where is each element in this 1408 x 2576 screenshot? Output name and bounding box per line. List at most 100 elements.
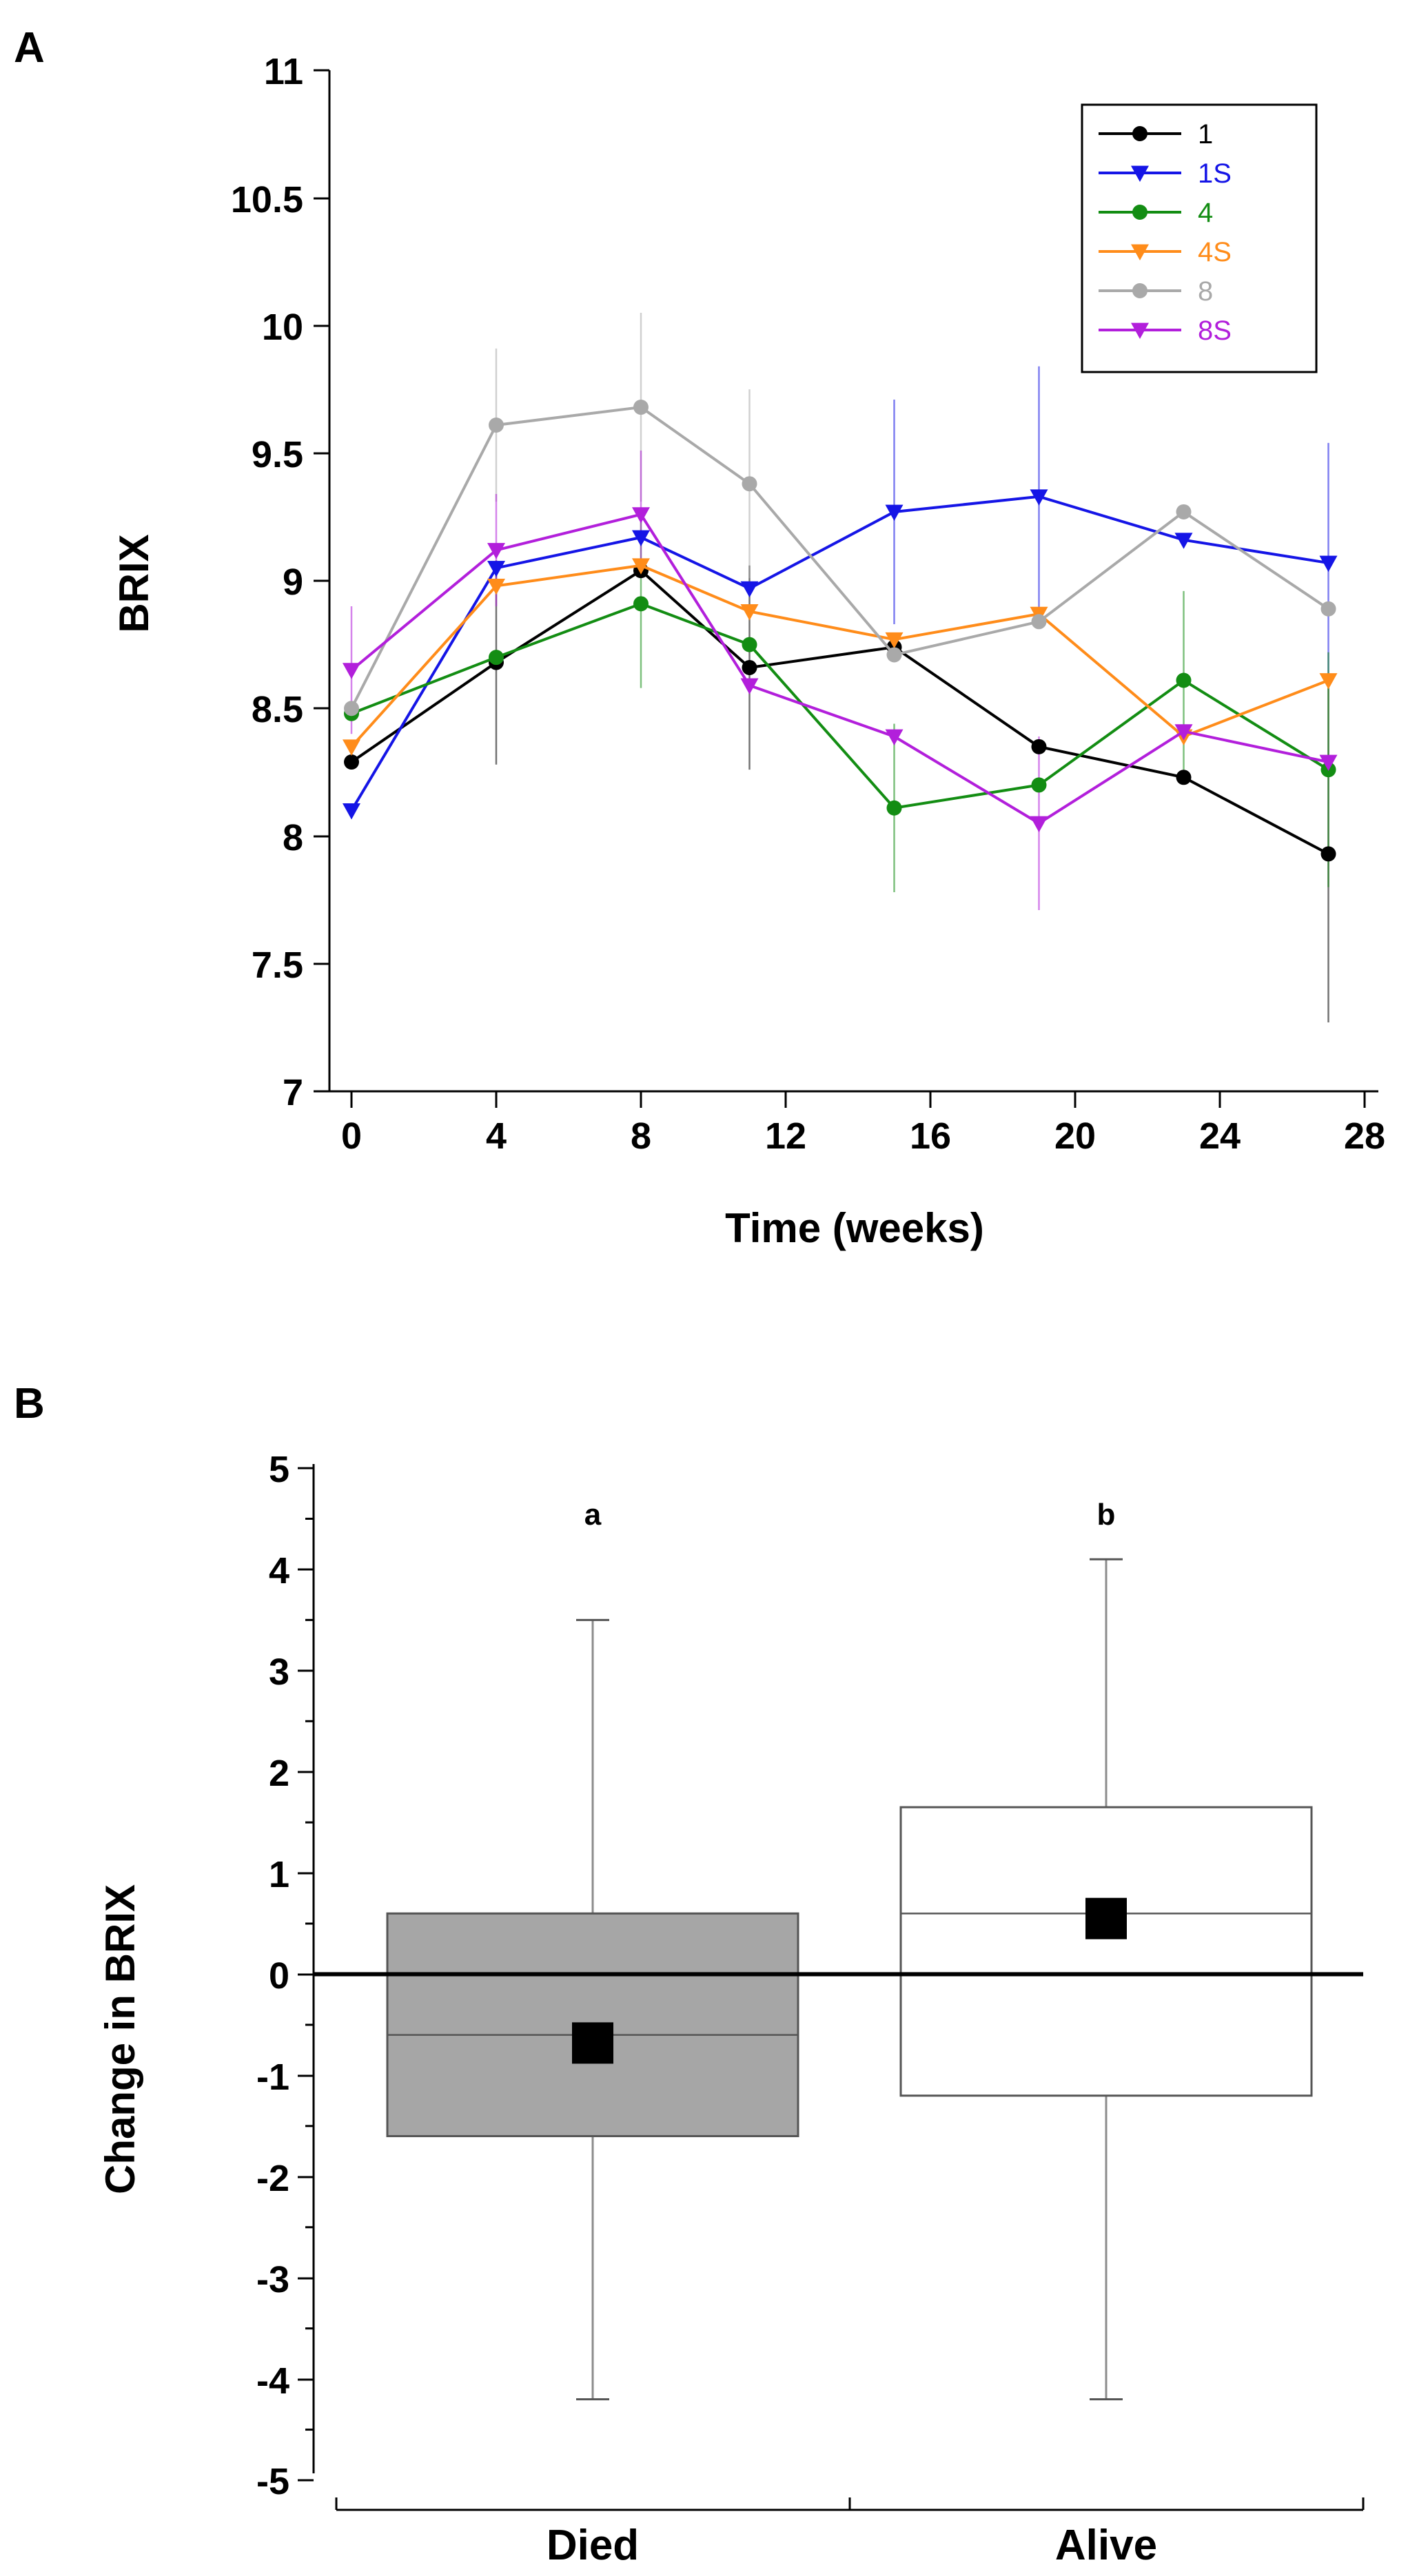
y-axis-ticks-b: -5 -4 -3 -2 -1 0 1 2 3 4 5	[256, 1449, 314, 2502]
data-point	[740, 604, 759, 621]
series-line-4S	[350, 564, 1329, 748]
x-tick-label: 8	[631, 1115, 651, 1157]
y-tick-label-b: -1	[256, 2057, 289, 2098]
y-tick-label-b: -2	[256, 2158, 289, 2199]
y-tick-label: 10.5	[231, 179, 303, 220]
data-point	[1174, 533, 1193, 549]
data-point	[742, 476, 757, 492]
category-label-died: Died	[547, 2522, 639, 2569]
data-point	[885, 729, 904, 746]
data-point	[1176, 672, 1192, 688]
significance-label: a	[584, 1498, 602, 1532]
y-tick-label: 11	[264, 51, 303, 92]
panel-a-label: A	[14, 24, 45, 72]
data-point	[1319, 673, 1338, 690]
data-point	[740, 678, 759, 694]
data-point	[487, 579, 505, 595]
line-series-group	[343, 312, 1338, 1022]
legend-marker	[1132, 283, 1147, 298]
y-tick-label: 9	[283, 561, 303, 603]
data-point	[487, 561, 505, 577]
series-line-8	[350, 405, 1329, 710]
data-point	[343, 663, 360, 679]
data-point	[632, 558, 650, 575]
data-point	[742, 637, 757, 652]
data-point	[487, 543, 505, 559]
legend-marker	[1131, 165, 1149, 182]
series-line-1S	[350, 495, 1329, 812]
y-tick-label: 8.5	[252, 689, 303, 730]
mean-marker	[1085, 1897, 1127, 1939]
y-tick-label-b: 5	[269, 1449, 289, 1490]
y-tick-label-b: -4	[256, 2360, 289, 2402]
data-point	[885, 632, 904, 649]
y-tick-label-b: -5	[256, 2461, 289, 2502]
data-point	[1031, 614, 1047, 630]
panel-b-label: B	[14, 1380, 45, 1428]
data-point	[1031, 739, 1047, 754]
significance-label: b	[1097, 1498, 1116, 1532]
data-point	[1176, 770, 1192, 785]
legend-label: 1	[1198, 119, 1213, 150]
y-tick-label: 7.5	[252, 945, 303, 986]
data-point	[885, 504, 904, 521]
data-point	[1319, 754, 1338, 772]
series-line-4	[351, 602, 1329, 810]
legend-marker	[1132, 205, 1147, 220]
data-point	[742, 659, 757, 675]
y-tick-label-b: 0	[269, 1955, 289, 1997]
data-point	[1030, 489, 1048, 506]
legend: 1 1S 4 4S 8 8S	[1081, 103, 1318, 373]
data-point	[886, 800, 902, 816]
panel-a: A BRIX Time (weeks) 7 7.5 8 8.5 9 9.5 10…	[14, 24, 1385, 1251]
data-point	[1320, 846, 1336, 862]
y-tick-label: 7	[283, 1072, 303, 1113]
data-point	[343, 739, 360, 756]
x-tick-label: 16	[910, 1115, 951, 1157]
data-point	[344, 701, 359, 717]
y-tick-label-b: 3	[269, 1651, 289, 1693]
data-point	[1320, 601, 1336, 617]
data-point	[1030, 816, 1048, 832]
legend-label: 8S	[1198, 316, 1232, 346]
x-tick-label: 28	[1344, 1115, 1385, 1157]
series-line-1	[350, 568, 1329, 856]
y-axis-title: BRIX	[111, 534, 157, 632]
y-axis-ticks: 7 7.5 8 8.5 9 9.5 10 10.5 11	[231, 51, 329, 1113]
y-tick-label: 8	[283, 817, 303, 858]
x-tick-label: 4	[486, 1115, 507, 1157]
data-point	[343, 803, 360, 820]
category-label-alive: Alive	[1055, 2522, 1157, 2569]
legend-marker	[1131, 322, 1149, 339]
data-point	[344, 754, 359, 770]
legend-box	[1081, 103, 1318, 373]
x-axis-title: Time (weeks)	[725, 1205, 984, 1251]
mean-marker	[572, 2022, 613, 2064]
y-tick-label: 9.5	[252, 434, 303, 475]
y-tick-label-b: 2	[269, 1753, 289, 1794]
data-point	[633, 400, 649, 415]
data-point	[633, 596, 649, 612]
box-alive	[899, 1806, 1313, 2097]
data-point	[632, 507, 650, 524]
y-tick-label-b: 4	[269, 1550, 289, 1591]
data-point	[1031, 777, 1047, 793]
x-tick-label: 24	[1199, 1115, 1241, 1157]
legend-marker	[1132, 126, 1147, 141]
legend-label: 8	[1198, 276, 1213, 307]
data-point	[632, 530, 650, 547]
y-tick-label: 10	[262, 307, 303, 348]
y-axis-minor-ticks-b	[305, 1517, 314, 2431]
series-line-8S	[350, 513, 1329, 825]
data-point	[1174, 724, 1193, 741]
data-point	[1176, 504, 1192, 519]
y-tick-label-b: -3	[256, 2259, 289, 2300]
data-point	[489, 417, 504, 433]
legend-items: 1 1S 4 4S 8 8S	[1099, 119, 1232, 346]
legend-label: 4S	[1198, 237, 1232, 267]
x-tick-label: 0	[341, 1115, 362, 1157]
y-tick-label-b: 1	[269, 1854, 289, 1895]
data-point	[740, 581, 759, 598]
x-tick-label: 12	[765, 1115, 806, 1157]
